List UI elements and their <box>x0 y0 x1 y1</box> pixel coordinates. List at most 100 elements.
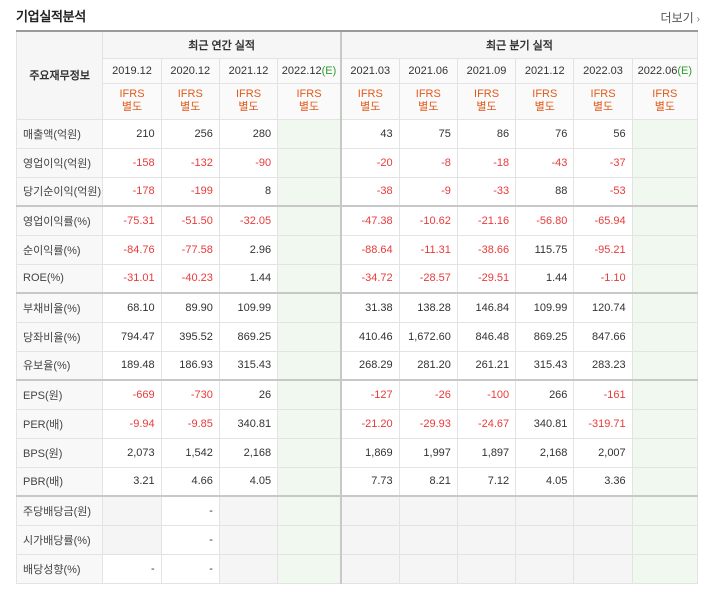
table-cell: -127 <box>339 379 400 410</box>
period-header: 2021.03 <box>339 57 400 84</box>
table-cell: 1,997 <box>398 437 458 468</box>
table-cell: 410.46 <box>339 321 400 352</box>
table-cell: -18 <box>456 147 517 178</box>
table-cell: 1.44 <box>218 263 279 294</box>
table-cell: 268.29 <box>339 350 400 381</box>
table-cell: -28.57 <box>398 263 458 294</box>
table-cell <box>218 553 279 584</box>
section-title: 기업실적분석 <box>16 9 86 24</box>
table-cell: -29.51 <box>456 263 517 294</box>
table-cell <box>398 553 458 584</box>
table-row: EPS(원) -669 -730 26 -127 -26 -100 266 -161 <box>15 379 699 410</box>
table-cell <box>218 495 279 526</box>
row-label: 순이익률(%) <box>15 234 104 265</box>
table-cell: -43 <box>515 147 575 178</box>
table-cell <box>631 466 699 497</box>
table-row: 영업이익(억원) -158 -132 -90 -20 -8 -18 -43 -37 <box>15 147 699 178</box>
ifrs-standalone-text: 별도 <box>298 101 320 113</box>
period-label: 2020.12 <box>170 64 211 77</box>
ifrs-label: IFRS 별도 <box>398 82 458 120</box>
table-cell: 846.48 <box>456 321 517 352</box>
table-cell: -9 <box>398 176 458 207</box>
table-cell: -40.23 <box>160 263 220 294</box>
table-cell: -9.85 <box>160 408 220 439</box>
table-row: 순이익률(%) -84.76 -77.58 2.96 -88.64 -11.31 -38.6… <box>15 234 699 265</box>
table-cell: -53 <box>573 176 633 207</box>
row-label: ROE(%) <box>15 263 104 294</box>
row-label: 시가배당률(%) <box>15 524 104 555</box>
ifrs-text: IFRS <box>415 88 441 100</box>
table-cell: 189.48 <box>102 350 162 381</box>
table-cell <box>277 118 342 149</box>
table-cell <box>573 495 633 526</box>
table-cell: -10.62 <box>398 205 458 236</box>
ifrs-label: IFRS 별도 <box>515 82 575 120</box>
table-cell <box>277 553 342 584</box>
table-cell <box>456 495 517 526</box>
table-cell: -56.80 <box>515 205 575 236</box>
ifrs-label: IFRS 별도 <box>456 82 517 120</box>
table-cell <box>398 524 458 555</box>
table-cell: -38 <box>339 176 400 207</box>
table-cell <box>277 263 342 294</box>
table-cell: 1,672.60 <box>398 321 458 352</box>
table-cell <box>102 495 162 526</box>
ifrs-text: IFRS <box>474 88 500 100</box>
period-label: 2021.06 <box>408 64 449 77</box>
period-header: 2022.03 <box>573 57 633 84</box>
table-cell <box>218 524 279 555</box>
table-cell: -161 <box>573 379 633 410</box>
more-label: 더보기 <box>660 11 694 25</box>
table-cell <box>456 553 517 584</box>
table-cell: 8 <box>218 176 279 207</box>
table-cell: -178 <box>102 176 162 207</box>
period-header: 2022.12(E) <box>277 57 342 84</box>
table-cell: -84.76 <box>102 234 162 265</box>
table-cell <box>631 495 699 526</box>
table-cell <box>277 437 342 468</box>
period-header: 2020.12 <box>160 57 220 84</box>
table-cell: -100 <box>456 379 517 410</box>
table-cell: 283.23 <box>573 350 633 381</box>
table-cell: 138.28 <box>398 292 458 323</box>
ifrs-text: IFRS <box>296 88 322 100</box>
ifrs-standalone-text: 별도 <box>238 101 259 113</box>
table-cell: -77.58 <box>160 234 220 265</box>
table-cell: 56 <box>573 118 633 149</box>
table-cell: -20 <box>339 147 400 178</box>
more-link[interactable]: 더보기 › <box>661 9 700 26</box>
table-cell: 3.21 <box>102 466 162 497</box>
ifrs-standalone-text: 별도 <box>180 101 201 113</box>
table-cell: 2,168 <box>218 437 279 468</box>
ifrs-text: IFRS <box>652 88 678 100</box>
table-cell: -11.31 <box>398 234 458 265</box>
table-cell <box>277 292 342 323</box>
table-row: 당좌비율(%) 794.47 395.52 869.25 410.46 1,672.60 8… <box>15 321 699 352</box>
table-row: 매출액(억원) 210 256 280 43 75 86 76 56 <box>15 118 699 149</box>
table-cell: -21.20 <box>339 408 400 439</box>
annual-group-header: 최근 연간 실적 <box>102 30 342 59</box>
table-cell: -75.31 <box>102 205 162 236</box>
ifrs-text: IFRS <box>532 88 558 100</box>
table-cell: 115.75 <box>515 234 575 265</box>
table-cell <box>277 350 342 381</box>
period-label: 2021.12 <box>524 64 565 77</box>
table-cell <box>277 234 342 265</box>
ifrs-text: IFRS <box>119 88 145 100</box>
table-cell: 89.90 <box>160 292 220 323</box>
period-label: 2021.09 <box>466 64 507 77</box>
table-cell: -33 <box>456 176 517 207</box>
ifrs-standalone-text: 별도 <box>418 101 439 113</box>
table-cell <box>277 321 342 352</box>
financial-table-body: 매출액(억원) 210 256 280 43 75 86 76 56 영업이익(억원) -158 -1… <box>15 118 699 584</box>
table-cell: 315.43 <box>515 350 575 381</box>
table-cell: 794.47 <box>102 321 162 352</box>
table-cell <box>631 350 699 381</box>
table-cell: 31.38 <box>339 292 400 323</box>
table-row: BPS(원) 2,073 1,542 2,168 1,869 1,997 1,897 2,16… <box>15 437 699 468</box>
table-cell: 869.25 <box>515 321 575 352</box>
period-header: 2021.06 <box>398 57 458 84</box>
table-cell: -21.16 <box>456 205 517 236</box>
period-label: 2022.03 <box>583 64 623 77</box>
row-label: 당기순이익(억원) <box>15 176 104 207</box>
